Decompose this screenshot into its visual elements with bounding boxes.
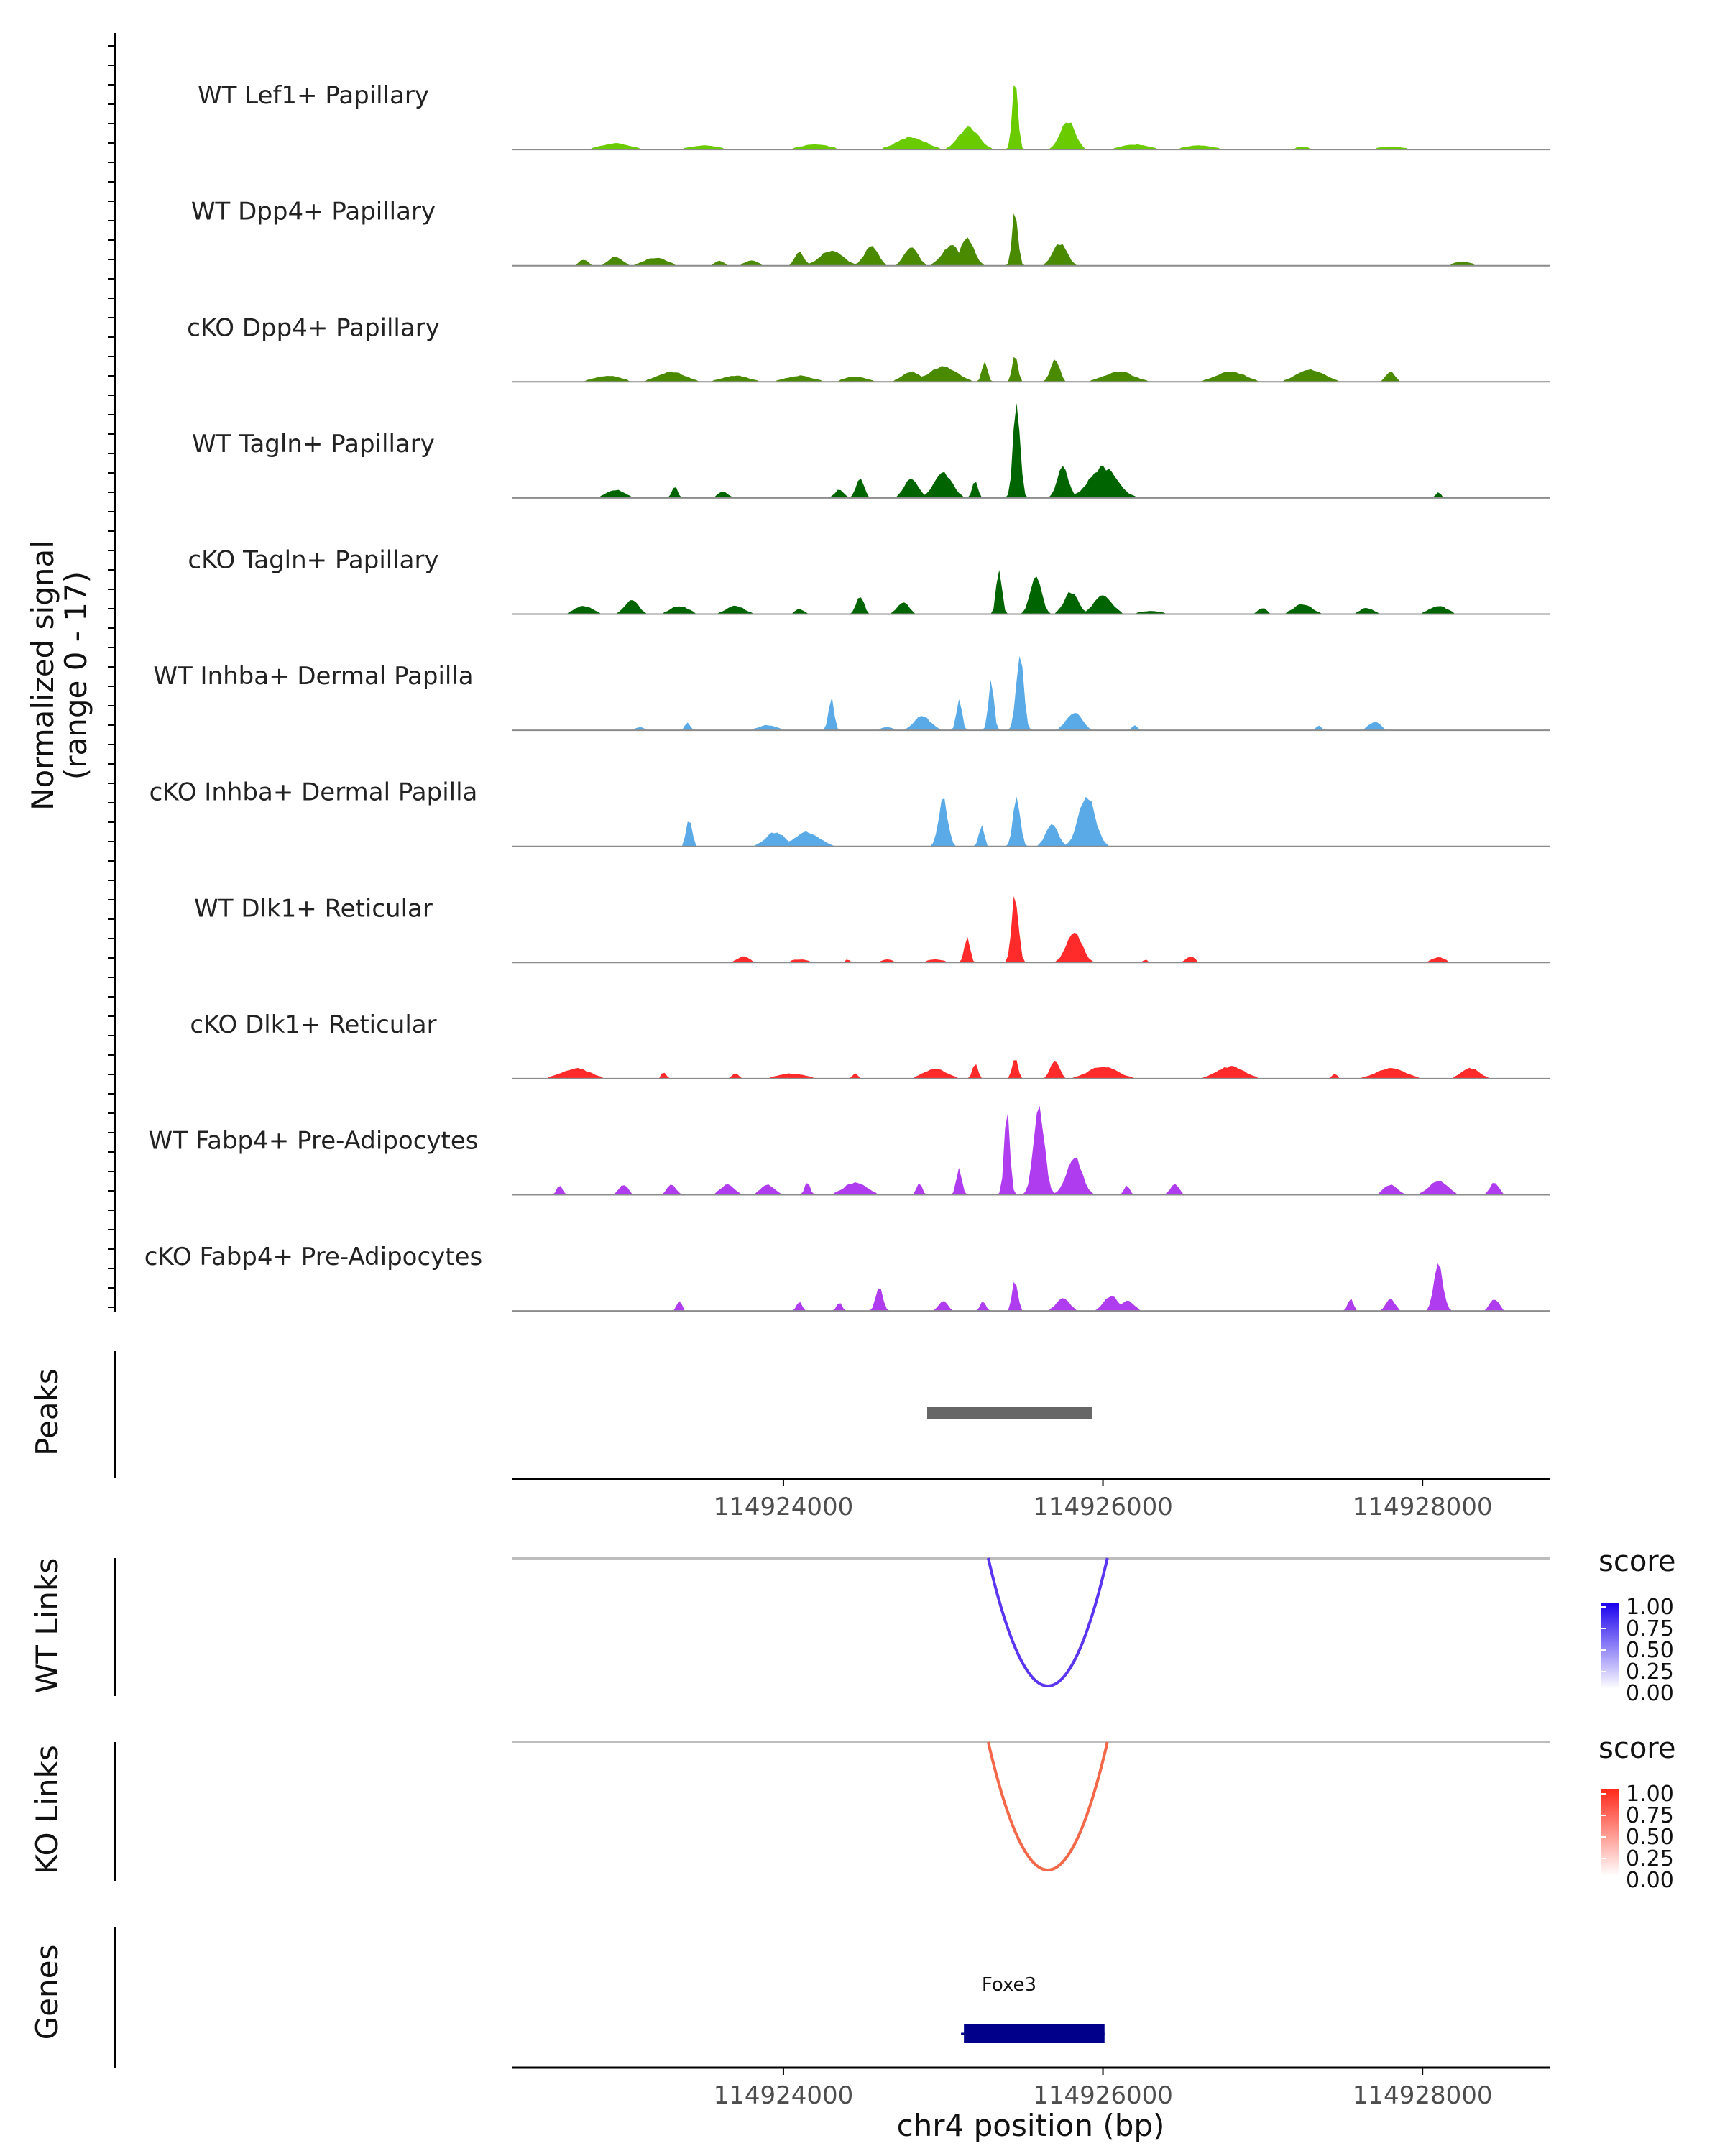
legend-colorbar: [1601, 1603, 1619, 1689]
coverage-track: cKO Tagln+ Papillary: [188, 546, 1550, 615]
x-axis-bottom: 114924000 114926000 114928000: [512, 2066, 1550, 2110]
x-tick-label: 114928000: [1353, 2081, 1493, 2110]
coverage-track: cKO Fabp4+ Pre-Adipocytes: [144, 1243, 1550, 1312]
x-tick-label: 114924000: [714, 2081, 854, 2110]
peaks-label: Peaks: [29, 1368, 65, 1456]
legend-colorbar: [1601, 1789, 1619, 1876]
coverage-area: [512, 85, 1550, 150]
legend-tick-label: 0.75: [1626, 1803, 1674, 1828]
legend-tick-label: 0.25: [1626, 1846, 1674, 1871]
peaks-panel: Peaks: [29, 1351, 1092, 1478]
legend-tick-label: 0.25: [1626, 1659, 1674, 1685]
peak-bar: [927, 1407, 1092, 1419]
coverage-tracks: WT Lef1+ Papillary WT Dpp4+ Papillary cKO …: [144, 81, 1550, 1312]
x-tick-label: 114924000: [714, 1493, 854, 1521]
track-label: WT Fabp4+ Pre-Adipocytes: [149, 1127, 479, 1156]
links-panels: WT Links KO Links: [29, 1557, 1550, 1881]
track-label: cKO Fabp4+ Pre-Adipocytes: [144, 1243, 483, 1271]
coverage-y-label-line1: Normalized signal: [25, 540, 60, 811]
track-label: cKO Dpp4+ Papillary: [187, 313, 440, 342]
ko-links-label: KO Links: [29, 1745, 65, 1874]
track-label: WT Inhba+ Dermal Papilla: [153, 662, 473, 691]
coverage-area: [512, 213, 1550, 266]
track-label: WT Lef1+ Papillary: [198, 81, 429, 110]
coverage-y-axis: [108, 33, 116, 1312]
coverage-track: WT Tagln+ Papillary: [192, 402, 1550, 499]
legend-tick-label: 0.75: [1626, 1616, 1674, 1641]
legend-tick-label: 1.00: [1626, 1782, 1674, 1807]
link-arc: [986, 1557, 1109, 1687]
coverage-track: cKO Dpp4+ Papillary: [187, 313, 1550, 383]
coverage-area: [512, 896, 1550, 963]
coverage-track: WT Inhba+ Dermal Papilla: [153, 655, 1550, 732]
x-tick-label: 114928000: [1353, 1493, 1493, 1521]
legend-tick-label: 0.50: [1626, 1825, 1674, 1850]
coverage-area: [512, 1263, 1550, 1312]
coverage-area: [512, 1105, 1550, 1195]
coverage-track: WT Dlk1+ Reticular: [194, 894, 1550, 964]
x-tick-label: 114926000: [1033, 1493, 1173, 1521]
coverage-area: [512, 1060, 1550, 1079]
coverage-track: WT Fabp4+ Pre-Adipocytes: [149, 1105, 1550, 1196]
track-label: cKO Tagln+ Papillary: [188, 546, 438, 575]
coverage-area: [512, 356, 1550, 382]
coverage-track: WT Lef1+ Papillary: [198, 81, 1550, 151]
legend-tick-label: 0.00: [1626, 1681, 1674, 1706]
track-label: cKO Inhba+ Dermal Papilla: [150, 778, 478, 807]
track-label: WT Dpp4+ Papillary: [191, 198, 436, 226]
coverage-area: [512, 796, 1550, 847]
score-legend: score 1.000.750.500.250.00: [1598, 1545, 1675, 1706]
score-legends: score1.000.750.500.250.00score1.000.750.…: [1598, 1545, 1675, 1893]
legend-title: score: [1598, 1732, 1675, 1765]
legend-tick-label: 0.00: [1626, 1868, 1674, 1893]
x-axis-title: chr4 position (bp): [897, 2108, 1165, 2143]
score-legend: score 1.000.750.500.250.00: [1598, 1732, 1675, 1893]
gene-label: Foxe3: [982, 1974, 1036, 1996]
track-label: WT Tagln+ Papillary: [192, 430, 435, 459]
coverage-area: [512, 655, 1550, 731]
x-tick-label: 114926000: [1033, 2081, 1173, 2110]
coverage-track: cKO Inhba+ Dermal Papilla: [150, 778, 1550, 847]
genes-panel: Genes Foxe3: [29, 1927, 1105, 2068]
legend-tick-label: 0.50: [1626, 1638, 1674, 1663]
track-label: cKO Dlk1+ Reticular: [190, 1010, 436, 1039]
x-axis-top: 114924000 114926000 114928000: [512, 1478, 1550, 1521]
wt-links-label: WT Links: [29, 1558, 65, 1693]
legend-title: score: [1598, 1545, 1675, 1578]
coverage-area: [512, 402, 1550, 498]
coverage-track: cKO Dlk1+ Reticular: [190, 1010, 1550, 1079]
coverage-y-label-line2: (range 0 - 17): [58, 571, 93, 780]
genes-label: Genes: [29, 1945, 65, 2040]
link-arc: [986, 1741, 1109, 1871]
coverage-area: [512, 570, 1550, 614]
coverage-track: WT Dpp4+ Papillary: [191, 198, 1550, 267]
track-label: WT Dlk1+ Reticular: [194, 894, 433, 923]
legend-tick-label: 1.00: [1626, 1595, 1674, 1620]
